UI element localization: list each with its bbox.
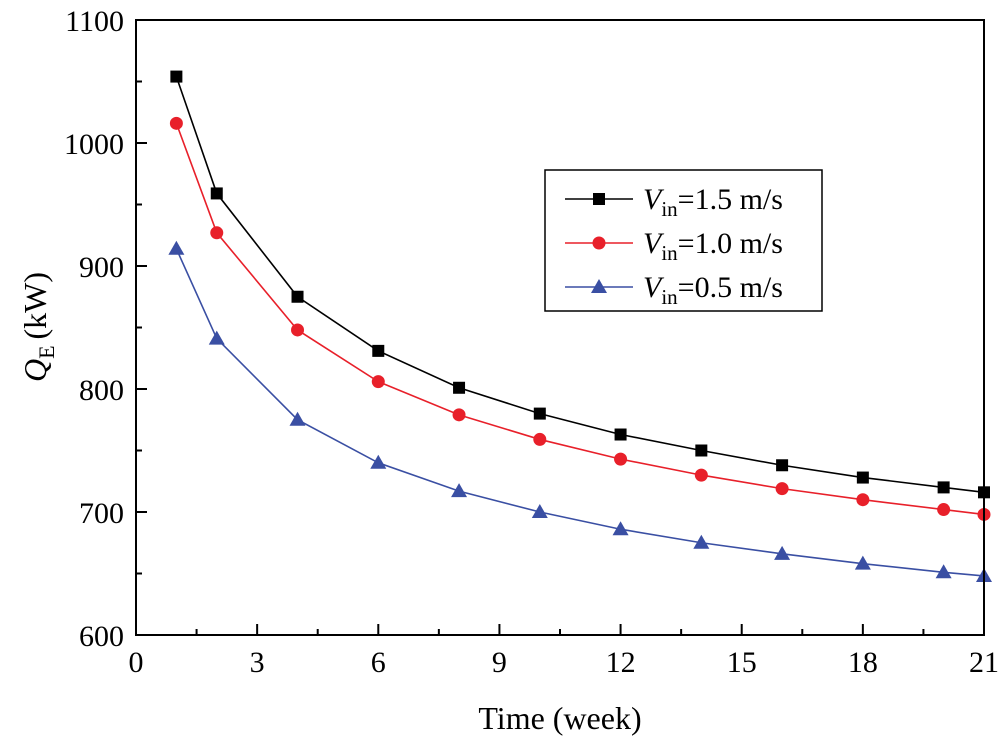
data-point: [452, 408, 466, 422]
data-point: [937, 503, 951, 517]
axis-ticks: [135, 19, 985, 636]
data-point: [170, 70, 183, 83]
legend-item-2: Vin=0.5 m/s: [565, 271, 783, 309]
legend-item-0: Vin=1.5 m/s: [565, 183, 783, 221]
data-point: [531, 504, 548, 518]
data-point: [291, 290, 304, 303]
x-tick-label: 0: [129, 646, 144, 679]
data-point: [856, 493, 870, 507]
series-1: [169, 116, 991, 521]
x-tick-label: 18: [848, 646, 878, 679]
series-line: [175, 248, 985, 577]
legend-label-main: V: [643, 227, 665, 260]
data-point: [453, 381, 466, 394]
data-point: [210, 187, 223, 200]
data-point: [694, 468, 708, 482]
series-0: [170, 70, 990, 499]
legend-label-sub: in: [661, 197, 678, 221]
axis-tick-labels: 0 3 6 9 12 15 18 21 600 700 800 900 1000 1100: [64, 5, 999, 679]
svg-text:QE(kW): QE (kW): [17, 272, 59, 382]
data-point: [935, 564, 952, 579]
y-axis-label: QE (kW): [17, 272, 59, 382]
data-point: [371, 375, 385, 389]
plot-frame: [135, 19, 985, 636]
legend-label-sub: in: [661, 241, 678, 265]
y-tick-label: 900: [79, 251, 124, 284]
legend-item-1: Vin=1.0 m/s: [565, 227, 783, 265]
data-point: [854, 555, 871, 570]
y-tick-label: 1000: [64, 128, 124, 161]
y-axis-label-main: Q: [17, 359, 53, 382]
legend-label-rest: =1.5 m/s: [678, 183, 783, 216]
legend-label: Vin=0.5 m/s: [643, 271, 783, 309]
data-point: [695, 444, 708, 457]
data-point: [776, 459, 789, 472]
data-point: [210, 226, 224, 240]
x-tick-label: 12: [606, 646, 636, 679]
legend-swatch-marker: [593, 193, 605, 205]
data-point: [693, 534, 710, 549]
x-axis-label: Time (week): [478, 700, 641, 736]
data-point: [291, 323, 305, 337]
series-2: [168, 240, 992, 582]
x-tick-label: 9: [492, 646, 507, 679]
y-tick-label: 1100: [65, 5, 124, 38]
data-point: [168, 240, 185, 255]
legend-label-sub: in: [661, 285, 678, 309]
legend-label-main: V: [643, 183, 665, 216]
data-point: [856, 471, 869, 484]
data-point: [451, 483, 468, 498]
data-point: [372, 344, 385, 357]
data-point: [937, 481, 950, 494]
legend-label-rest: =1.0 m/s: [678, 227, 783, 260]
y-tick-label: 700: [79, 497, 124, 530]
data-point: [612, 521, 629, 536]
legend-label-rest: =0.5 m/s: [678, 271, 783, 304]
data-point: [775, 482, 789, 496]
data-point: [208, 330, 225, 345]
x-tick-label: 21: [969, 646, 999, 679]
legend-label-main: V: [643, 271, 665, 304]
data-point: [370, 454, 387, 469]
data-point: [533, 407, 546, 420]
data-point: [289, 411, 306, 426]
series-line: [175, 76, 985, 494]
data-point: [169, 116, 183, 130]
data-point: [533, 432, 547, 446]
data-point: [614, 452, 628, 466]
legend-label: Vin=1.5 m/s: [643, 183, 783, 221]
series-layer: [168, 70, 992, 582]
legend-swatch-marker: [592, 236, 606, 250]
data-point: [774, 545, 791, 560]
data-point: [614, 428, 627, 441]
y-tick-label: 600: [79, 620, 124, 653]
x-tick-label: 3: [250, 646, 265, 679]
y-tick-label: 800: [79, 374, 124, 407]
y-axis-label-sub: E: [34, 345, 59, 358]
legend-swatch-marker: [591, 279, 607, 293]
legend-label: Vin=1.0 m/s: [643, 227, 783, 265]
series-line: [175, 123, 985, 516]
x-tick-label: 6: [371, 646, 386, 679]
y-axis-label-unit: (kW): [17, 272, 53, 340]
x-tick-label: 15: [727, 646, 757, 679]
